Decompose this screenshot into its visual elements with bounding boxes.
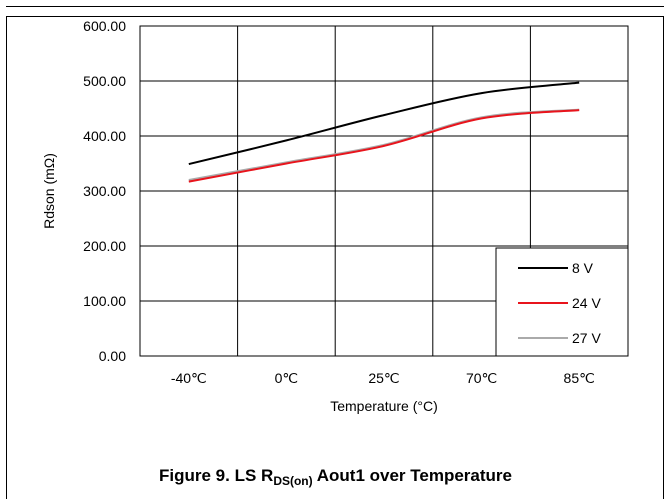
legend-label: 8 V <box>572 260 594 276</box>
y-tick-label: 600.00 <box>83 18 126 34</box>
legend-label: 24 V <box>572 295 601 311</box>
y-tick-label: 400.00 <box>83 128 126 144</box>
y-tick-label: 300.00 <box>83 183 126 199</box>
x-tick-label: -40℃ <box>171 370 207 386</box>
y-tick-label: 500.00 <box>83 73 126 89</box>
y-tick-label: 0.00 <box>99 348 126 364</box>
series-lines <box>188 81 580 183</box>
line-chart: 0.00 100.00 200.00 300.00 400.00 500.00 600.00… <box>41 18 629 414</box>
series-line-24v <box>188 109 580 183</box>
x-tick-label: 0℃ <box>275 370 299 386</box>
series-line-27v <box>188 108 580 181</box>
x-tick-label: 25℃ <box>368 370 399 386</box>
y-axis-ticks: 0.00 100.00 200.00 300.00 400.00 500.00 600.00 <box>83 18 126 364</box>
x-axis-label: Temperature (°C) <box>330 398 438 414</box>
legend: 8 V 24 V 27 V <box>495 247 629 357</box>
x-tick-label: 70℃ <box>466 370 497 386</box>
x-axis-ticks: -40℃ 0℃ 25℃ 70℃ 85℃ <box>171 370 595 386</box>
y-axis-label: Rdson (mΩ) <box>41 153 57 229</box>
legend-label: 27 V <box>572 330 601 346</box>
series-line-8v <box>188 81 580 166</box>
plot-area-border <box>139 25 629 357</box>
x-tick-label: 85℃ <box>564 370 595 386</box>
y-tick-label: 200.00 <box>83 238 126 254</box>
caption-suffix: Aout1 over Temperature <box>312 466 512 485</box>
caption-prefix: Figure 9. LS R <box>159 466 274 485</box>
figure-frame <box>6 16 664 499</box>
figure-caption: Figure 9. LS RDS(on) Aout1 over Temperat… <box>0 466 671 488</box>
top-border-line <box>6 6 664 7</box>
caption-subscript: DS(on) <box>273 474 313 488</box>
y-tick-label: 100.00 <box>83 293 126 309</box>
